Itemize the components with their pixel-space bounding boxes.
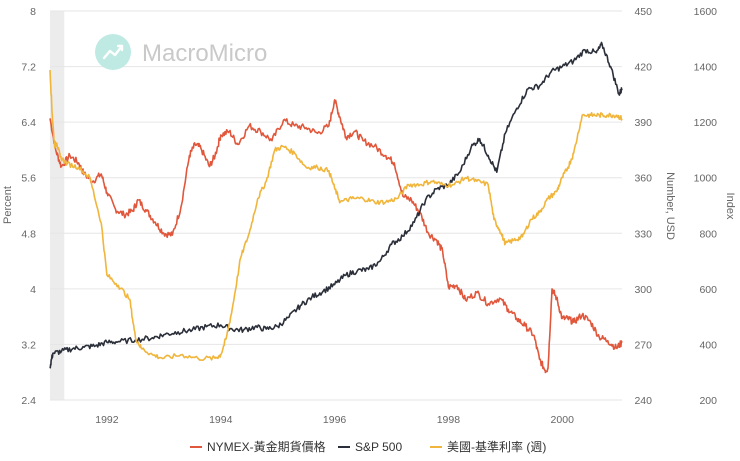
legend-label: S&P 500 bbox=[355, 440, 402, 454]
y-axis-title-percent: Percent bbox=[2, 186, 14, 224]
y-tick-usd: 300 bbox=[634, 284, 652, 296]
y-tick-index: 1400 bbox=[694, 62, 718, 74]
y-tick-percent: 4 bbox=[30, 284, 36, 296]
legend-item-1[interactable]: S&P 500 bbox=[338, 440, 402, 454]
legend[interactable]: NYMEX-黃金期貨價格 S&P 500 美國-基準利率 (週) bbox=[190, 439, 546, 454]
y-tick-index: 1200 bbox=[694, 117, 718, 129]
macromicro-logo-icon bbox=[95, 34, 131, 70]
series-line-1[interactable] bbox=[49, 41, 623, 369]
legend-item-0[interactable]: NYMEX-黃金期貨價格 bbox=[190, 439, 326, 454]
x-tick: 1994 bbox=[209, 414, 233, 426]
legend-label: 美國-基準利率 (週) bbox=[447, 439, 546, 454]
legend-label: NYMEX-黃金期貨價格 bbox=[207, 439, 326, 454]
y-tick-percent: 7.2 bbox=[21, 62, 36, 74]
y-axis-title-usd: Number, USD bbox=[664, 172, 676, 240]
y-tick-usd: 450 bbox=[634, 6, 652, 18]
y-tick-percent: 4.8 bbox=[21, 228, 36, 240]
series-lines bbox=[49, 41, 623, 374]
series-line-0[interactable] bbox=[49, 99, 623, 374]
y-tick-index: 400 bbox=[699, 339, 717, 351]
y-tick-index: 200 bbox=[699, 395, 717, 407]
y-tick-index: 1000 bbox=[694, 173, 718, 185]
series-line-2[interactable] bbox=[49, 69, 623, 362]
y-tick-percent: 2.4 bbox=[21, 395, 36, 407]
watermark: MacroMicro bbox=[95, 34, 267, 70]
y-tick-usd: 240 bbox=[634, 395, 652, 407]
axes: 2.4 3.2 4 4.8 5.6 6.4 7.2 8 240 270 300 330 360 390 42… bbox=[2, 6, 736, 426]
x-tick: 2000 bbox=[551, 414, 575, 426]
y-tick-percent: 6.4 bbox=[21, 117, 36, 129]
y-tick-percent: 3.2 bbox=[21, 339, 36, 351]
y-tick-usd: 270 bbox=[634, 339, 652, 351]
y-tick-percent: 5.6 bbox=[21, 173, 36, 185]
x-tick: 1996 bbox=[323, 414, 347, 426]
legend-item-2[interactable]: 美國-基準利率 (週) bbox=[430, 439, 546, 454]
x-tick: 1998 bbox=[437, 414, 461, 426]
gridlines bbox=[50, 10, 622, 401]
y-axis-title-index: Index bbox=[724, 193, 736, 220]
y-tick-index: 1600 bbox=[694, 6, 718, 18]
y-tick-index: 600 bbox=[699, 284, 717, 296]
y-tick-usd: 420 bbox=[634, 62, 652, 74]
y-tick-usd: 390 bbox=[634, 117, 652, 129]
brand-name: MacroMicro bbox=[142, 40, 267, 67]
y-tick-index: 800 bbox=[699, 228, 717, 240]
x-tick: 1992 bbox=[95, 414, 119, 426]
y-tick-usd: 360 bbox=[634, 173, 652, 185]
y-tick-percent: 8 bbox=[30, 6, 36, 18]
recession-shade bbox=[50, 11, 65, 400]
y-tick-usd: 330 bbox=[634, 228, 652, 240]
